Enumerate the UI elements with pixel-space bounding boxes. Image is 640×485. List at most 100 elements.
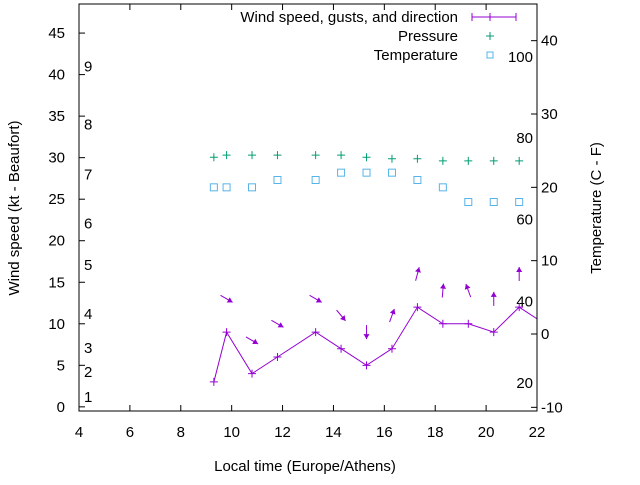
beaufort-label: 4 bbox=[84, 306, 92, 323]
pressure-point bbox=[273, 151, 282, 160]
fahrenheit-label: 100 bbox=[508, 49, 533, 66]
pressure-point bbox=[362, 153, 371, 162]
y2-tick-label: 10 bbox=[541, 253, 558, 270]
y2-axis-label: Temperature (C - F) bbox=[588, 142, 605, 274]
wind-point bbox=[413, 303, 422, 312]
pressure-point bbox=[515, 156, 524, 165]
wind-arrow-head bbox=[490, 291, 497, 297]
legend: Wind speed, gusts, and direction Pressur… bbox=[240, 9, 517, 64]
beaufort-label: 6 bbox=[84, 215, 92, 232]
x-tick-label: 12 bbox=[274, 424, 291, 441]
y2-tick-label: 0 bbox=[541, 326, 549, 343]
legend-label-pressure: Pressure bbox=[398, 28, 458, 45]
legend-label-wind: Wind speed, gusts, and direction bbox=[240, 9, 458, 26]
wind-point bbox=[387, 344, 396, 353]
plot-border bbox=[78, 3, 538, 412]
pressure-point bbox=[222, 151, 231, 160]
fahrenheit-label: 40 bbox=[516, 294, 533, 311]
wind-point bbox=[209, 377, 218, 386]
legend-label-temperature: Temperature bbox=[374, 47, 458, 64]
legend-swatch-pressure bbox=[486, 32, 494, 40]
wind-point bbox=[515, 303, 524, 312]
wind-line bbox=[213, 306, 537, 383]
y-tick-label: 45 bbox=[48, 25, 65, 42]
pressure-point bbox=[413, 154, 422, 163]
y-tick-label: 15 bbox=[48, 274, 65, 291]
beaufort-label: 3 bbox=[84, 340, 92, 357]
x-tick-label: 4 bbox=[75, 424, 83, 441]
y-tick-label: 20 bbox=[48, 233, 65, 250]
wind-arrow-head bbox=[226, 297, 233, 303]
beaufort-label: 9 bbox=[84, 58, 92, 75]
wind-point bbox=[273, 353, 282, 362]
temperature-point bbox=[248, 183, 257, 192]
pressure-point bbox=[438, 156, 447, 165]
temperature-point bbox=[464, 198, 473, 206]
temperature-point bbox=[337, 168, 346, 177]
y2-tick-label: 40 bbox=[541, 33, 558, 50]
wind-arrow-head bbox=[415, 267, 421, 273]
y-axis-label: Wind speed (kt - Beaufort) bbox=[6, 120, 23, 295]
beaufort-label: 2 bbox=[84, 364, 92, 381]
wind-arrow-head bbox=[464, 283, 471, 290]
x-axis-label: Local time (Europe/Athens) bbox=[214, 458, 396, 475]
wind-arrow-head bbox=[277, 322, 284, 328]
pressure-point bbox=[489, 156, 498, 165]
x-tick-label: 22 bbox=[529, 424, 546, 441]
x-tick-label: 18 bbox=[427, 424, 444, 441]
temperature-point bbox=[362, 168, 371, 177]
wind-point bbox=[464, 319, 473, 328]
wind-point bbox=[489, 328, 498, 337]
y2-tick-label: 20 bbox=[541, 179, 558, 196]
wind-arrow-head bbox=[363, 334, 370, 340]
pressure-point bbox=[337, 151, 346, 160]
wind-point bbox=[362, 361, 371, 370]
wind-arrow-head bbox=[252, 338, 259, 344]
y-tick-label: 10 bbox=[48, 316, 65, 333]
y-tick-label: 30 bbox=[48, 150, 65, 167]
temperature-point bbox=[489, 198, 498, 206]
pressure-point bbox=[311, 151, 320, 160]
wind-point bbox=[337, 344, 346, 353]
wind-arrow-head bbox=[440, 283, 447, 289]
y-tick-label: 5 bbox=[57, 357, 65, 374]
fahrenheit-label: 20 bbox=[516, 375, 533, 392]
beaufort-label: 1 bbox=[84, 389, 92, 406]
temperature-point bbox=[438, 183, 447, 192]
y-tick-label: 35 bbox=[48, 108, 65, 125]
beaufort-label: 7 bbox=[84, 166, 92, 183]
pressure-point bbox=[209, 153, 218, 162]
temperature-point bbox=[387, 168, 396, 177]
wind-point bbox=[438, 319, 447, 328]
temperature-point bbox=[311, 176, 320, 184]
x-tick-label: 8 bbox=[177, 424, 185, 441]
wind-arrow-head bbox=[340, 315, 346, 321]
x-tick-label: 10 bbox=[223, 424, 240, 441]
axes: 4 6 8 10 12 14 16 18 20 22051015202530354045-1001… bbox=[48, 4, 563, 441]
pressure-point bbox=[387, 154, 396, 163]
y2-tick-label: 30 bbox=[541, 106, 558, 123]
pressure-point bbox=[464, 156, 473, 165]
wind-point bbox=[248, 369, 257, 378]
wind-point bbox=[222, 328, 231, 337]
beaufort-label: 5 bbox=[84, 257, 92, 274]
x-tick-label: 14 bbox=[325, 424, 342, 441]
data-marks bbox=[209, 151, 537, 386]
temperature-point bbox=[209, 183, 218, 192]
temperature-point bbox=[515, 198, 524, 206]
x-tick-label: 20 bbox=[478, 424, 495, 441]
fahrenheit-label: 80 bbox=[516, 130, 533, 147]
y-tick-label: 0 bbox=[57, 399, 65, 416]
y-tick-label: 40 bbox=[48, 67, 65, 84]
wind-arrow-head bbox=[516, 266, 523, 272]
x-tick-label: 16 bbox=[376, 424, 393, 441]
temperature-point bbox=[413, 176, 422, 184]
fahrenheit-label: 60 bbox=[516, 212, 533, 229]
wind-arrow-head bbox=[389, 308, 396, 315]
temperature-point bbox=[273, 176, 282, 184]
temperature-point bbox=[222, 183, 231, 192]
wind-series bbox=[209, 303, 537, 386]
legend-swatch-temperature bbox=[486, 51, 494, 59]
x-tick-label: 6 bbox=[126, 424, 134, 441]
